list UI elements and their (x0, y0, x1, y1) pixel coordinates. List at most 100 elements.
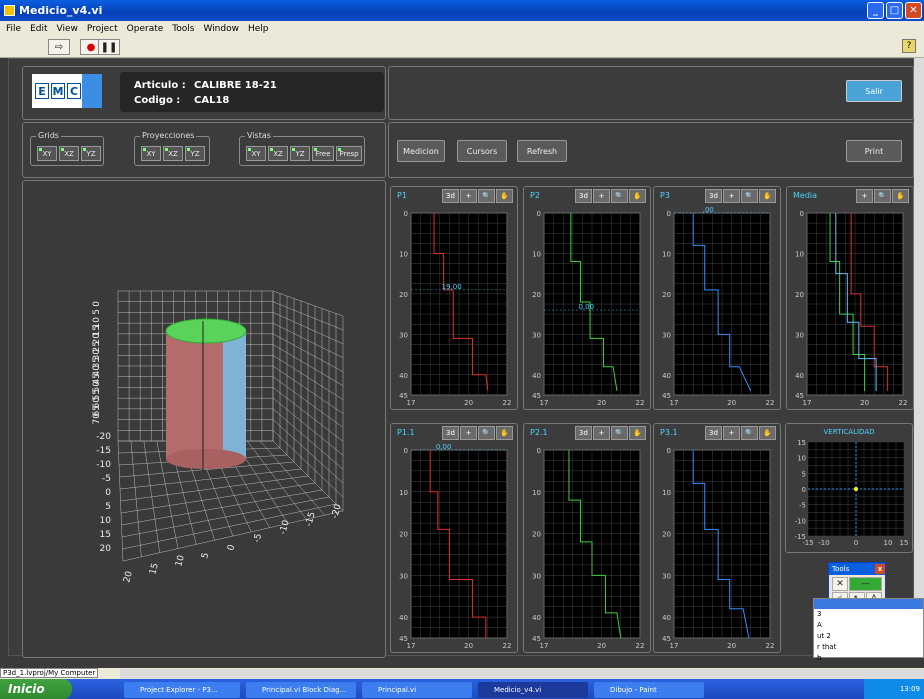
chart-title: P2.1 (530, 428, 548, 437)
start-button[interactable]: Inicio (0, 679, 72, 699)
grid-xz-button[interactable]: XZ (59, 146, 79, 161)
y-axis-tick: 15 (92, 325, 102, 336)
minimize-button[interactable]: _ (867, 2, 884, 19)
grid-line (272, 333, 344, 372)
3d-graph[interactable]: 0510152025303540455055606570-20-15-10-50… (23, 181, 385, 657)
proj-xz-button[interactable]: XZ (163, 146, 183, 161)
vista-xz-button[interactable]: XZ (268, 146, 288, 161)
zoom-cross-icon[interactable]: + (460, 426, 477, 440)
zoom-magnifier-icon[interactable]: 🔍 (478, 189, 495, 203)
menu-tools[interactable]: Tools (172, 23, 195, 34)
y-tick-label: 20 (532, 531, 541, 539)
view-3d-box: 0 5 10 15 20 25 30 35 40 45 50 55 60 65 70 -20 -15 -10 -5 0… (22, 180, 386, 658)
pan-hand-icon[interactable]: ✋ (759, 189, 776, 203)
zoom-magnifier-icon[interactable]: 🔍 (874, 189, 891, 203)
3d-button[interactable]: 3d (705, 189, 722, 203)
task-principal[interactable]: Principal.vi (362, 682, 472, 698)
zoom-cross-icon[interactable]: + (593, 189, 610, 203)
print-button[interactable]: Print (846, 140, 902, 162)
3d-button[interactable]: 3d (575, 426, 592, 440)
auto-tool-icon[interactable]: ✕ (832, 577, 848, 591)
task-medicio[interactable]: Medicio_v4.vi (478, 682, 588, 698)
menu-operate[interactable]: Operate (126, 23, 164, 34)
verticalidad-plot[interactable]: 15 10 5 0 -5 -10 -15-15 -10 0 10 15 (786, 424, 912, 552)
vista-yz-button[interactable]: YZ (290, 146, 310, 161)
zoom-cross-icon[interactable]: + (593, 426, 610, 440)
y-tick-label: 0 (404, 210, 408, 218)
pan-hand-icon[interactable]: ✋ (892, 189, 909, 203)
close-button[interactable]: ✕ (905, 2, 922, 19)
y-tick-label: 20 (662, 291, 671, 299)
task-block-diagram[interactable]: Principal.vi Block Diag... (246, 682, 356, 698)
labview-icon (4, 5, 15, 16)
horizontal-scrollbar[interactable] (120, 669, 924, 679)
grid-yz-button[interactable]: YZ (81, 146, 101, 161)
z-axis-tick: -10 (96, 460, 111, 470)
refresh-button[interactable]: Refresh (517, 140, 567, 162)
menu-project[interactable]: Project (86, 23, 118, 34)
vista-free-button[interactable]: Free (312, 146, 334, 161)
menu-edit[interactable]: Edit (30, 23, 48, 34)
cylinder-side (223, 331, 246, 459)
y-tick-label: 30 (532, 572, 541, 580)
run-arrow-icon[interactable]: ⇨ (48, 39, 70, 55)
pan-hand-icon[interactable]: ✋ (629, 426, 646, 440)
grid-line (272, 355, 344, 400)
task-project-explorer[interactable]: Project Explorer - P3... (124, 682, 240, 698)
series-line (692, 213, 752, 392)
x-tick-label: 17 (670, 642, 679, 650)
pan-hand-icon[interactable]: ✋ (496, 189, 513, 203)
menu-help[interactable]: Help (247, 23, 269, 34)
menu-view[interactable]: View (56, 23, 78, 34)
cursor-label: 0,00 (436, 444, 452, 451)
pan-hand-icon[interactable]: ✋ (759, 426, 776, 440)
cursors-button[interactable]: Cursors (457, 140, 507, 162)
task-paint[interactable]: Dibujo - Paint (594, 682, 704, 698)
salir-button[interactable]: Salir (846, 80, 902, 102)
zoom-magnifier-icon[interactable]: 🔍 (611, 426, 628, 440)
vista-presp-button[interactable]: Presp (336, 146, 362, 161)
3d-button[interactable]: 3d (575, 189, 592, 203)
grid-line (272, 408, 344, 470)
grid-xy-button[interactable]: XY (37, 146, 57, 161)
chart-p1: P1 3d + 🔍 ✋ 0 10 20 30 40 45 17 20 22 19,00 (390, 186, 518, 410)
zoom-cross-icon[interactable]: + (723, 189, 740, 203)
vertical-scrollbar[interactable] (914, 58, 924, 656)
y-tick-label: 0 (800, 210, 804, 218)
zoom-magnifier-icon[interactable]: 🔍 (741, 426, 758, 440)
3d-button[interactable]: 3d (705, 426, 722, 440)
y-axis-tick: 50 (92, 381, 102, 393)
x-tick-label: 0 (854, 539, 858, 547)
grid-line (272, 365, 344, 414)
zoom-magnifier-icon[interactable]: 🔍 (478, 426, 495, 440)
maximize-button[interactable]: □ (886, 2, 903, 19)
x-axis-tick: 5 (200, 552, 211, 560)
y-tick-label: 5 (802, 470, 806, 478)
pan-hand-icon[interactable]: ✋ (496, 426, 513, 440)
help-icon[interactable]: ? (902, 39, 916, 53)
y-tick-label: 10 (662, 250, 671, 258)
menu-file[interactable]: File (6, 23, 22, 34)
proj-yz-button[interactable]: YZ (185, 146, 205, 161)
chart-p3: P3 3d + 🔍 ✋ 0 10 20 30 40 45 17 20 22 ,00 (653, 186, 781, 410)
vista-xy-button[interactable]: XY (246, 146, 266, 161)
y-axis-tick: 45 (92, 373, 102, 384)
zoom-magnifier-icon[interactable]: 🔍 (611, 189, 628, 203)
zoom-cross-icon[interactable]: + (723, 426, 740, 440)
grid-line (120, 482, 316, 514)
zoom-magnifier-icon[interactable]: 🔍 (741, 189, 758, 203)
pan-hand-icon[interactable]: ✋ (629, 189, 646, 203)
close-icon[interactable]: x (875, 564, 885, 574)
3d-button[interactable]: 3d (442, 426, 459, 440)
zoom-cross-icon[interactable]: + (856, 189, 873, 203)
3d-button[interactable]: 3d (442, 189, 459, 203)
menu-window[interactable]: Window (203, 23, 239, 34)
x-tick-label: 20 (727, 399, 736, 407)
pause-icon[interactable]: ❚❚ (98, 39, 120, 55)
y-tick-label: 40 (399, 614, 408, 622)
medicion-button[interactable]: Medicion (397, 140, 445, 162)
zoom-cross-icon[interactable]: + (460, 189, 477, 203)
proj-xy-button[interactable]: XY (141, 146, 161, 161)
